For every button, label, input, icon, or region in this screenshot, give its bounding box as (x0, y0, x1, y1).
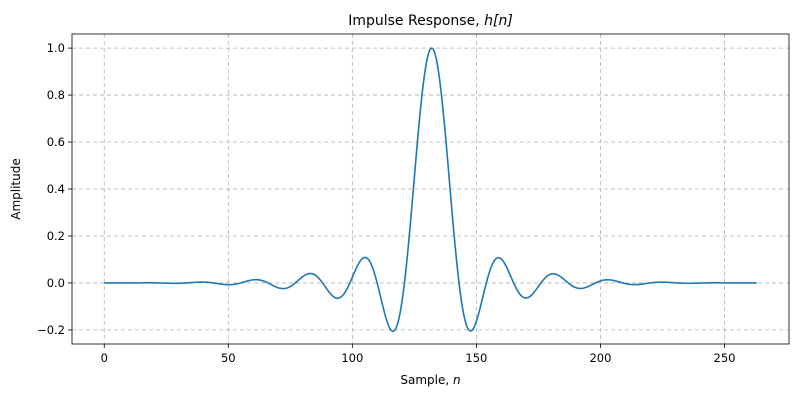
y-axis-ticks: −0.2 0.0 0.2 0.4 0.6 0.8 1.0 (37, 41, 72, 337)
y-tick-label: 0.0 (47, 276, 65, 290)
y-tick-label: 0.4 (47, 182, 65, 196)
y-tick-label: 1.0 (47, 41, 65, 55)
impulse-response-line (104, 47, 757, 333)
plot-area (104, 47, 757, 333)
chart-title: Impulse Response, h[n] (348, 13, 513, 29)
x-tick-label: 100 (341, 351, 363, 365)
y-tick-label: −0.2 (37, 323, 65, 337)
y-axis-label: Amplitude (9, 158, 23, 220)
x-tick-label: 200 (589, 351, 611, 365)
y-tick-label: 0.6 (47, 135, 65, 149)
y-tick-label: 0.2 (47, 229, 65, 243)
x-tick-label: 250 (714, 351, 736, 365)
x-axis-ticks: 0 50 100 150 200 250 (101, 344, 736, 365)
x-tick-label: 0 (101, 351, 108, 365)
x-tick-label: 150 (465, 351, 487, 365)
x-tick-label: 50 (221, 351, 236, 365)
y-tick-label: 0.8 (47, 88, 65, 102)
x-axis-label: Sample, n (400, 373, 460, 387)
